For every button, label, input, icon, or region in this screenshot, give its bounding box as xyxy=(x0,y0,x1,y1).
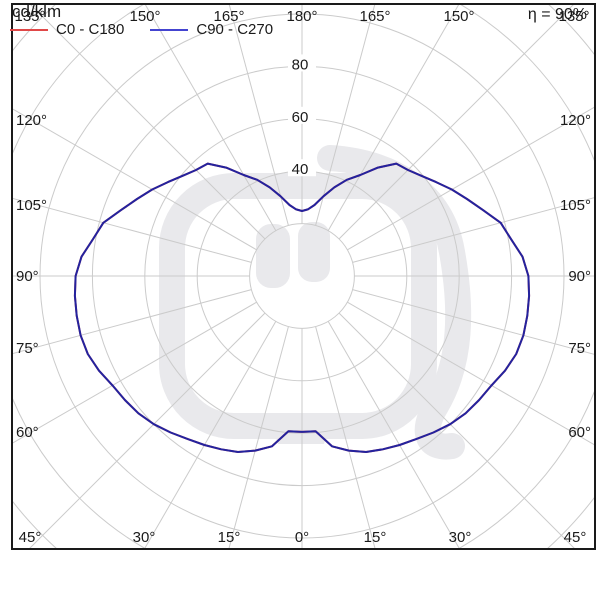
efficiency-label: η = 90% xyxy=(527,6,587,23)
angle-label-135: 135° xyxy=(558,8,589,25)
radial-tick-80: 80 xyxy=(292,56,309,73)
ray-75 xyxy=(352,289,594,355)
ray-345 xyxy=(228,326,289,548)
angle-label-135: 135° xyxy=(14,8,45,25)
ray-285 xyxy=(13,289,252,354)
angle-label-150: 150° xyxy=(443,8,474,25)
angle-label-15: 15° xyxy=(218,529,241,546)
ray-240 xyxy=(13,108,257,251)
angle-label-165: 165° xyxy=(213,8,244,25)
angle-label-30: 30° xyxy=(133,529,156,546)
legend-swatch-0 xyxy=(10,28,48,31)
angle-label-120: 120° xyxy=(560,112,591,129)
angle-label-45: 45° xyxy=(564,529,587,546)
angle-label-75: 75° xyxy=(16,340,39,357)
ray-315 xyxy=(29,312,266,548)
ray-255 xyxy=(13,198,252,263)
ray-135 xyxy=(338,5,574,240)
ray-225 xyxy=(30,5,266,240)
tick-bg-40 xyxy=(288,159,316,177)
legend-row: C0 - C180 C90 - C270 xyxy=(10,21,299,38)
angle-label-105: 105° xyxy=(16,197,47,214)
angle-label-150: 150° xyxy=(129,8,160,25)
angle-label-60: 60° xyxy=(568,424,591,441)
angle-label-0: 0° xyxy=(295,529,309,546)
angle-label-90: 90° xyxy=(16,268,39,285)
angle-label-180: 180° xyxy=(286,8,317,25)
radial-tick-40: 40 xyxy=(292,161,309,178)
angle-label-90: 90° xyxy=(568,268,591,285)
angle-label-15: 15° xyxy=(364,529,387,546)
tick-bg-60 xyxy=(288,106,316,124)
ray-330 xyxy=(144,321,277,548)
curve-C90-C270 xyxy=(73,162,531,453)
ray-45 xyxy=(338,312,575,548)
ray-120 xyxy=(347,106,594,251)
legend-label-1: C90 - C270 xyxy=(196,21,274,38)
angle-label-30: 30° xyxy=(449,529,472,546)
angle-label-60: 60° xyxy=(16,424,39,441)
ray-105 xyxy=(352,197,594,263)
axis-labels: 40 60 80 135° 135° 150° 150° 165° 165° 180° 120° 12… xyxy=(14,8,591,546)
angle-label-165: 165° xyxy=(359,8,390,25)
ray-195 xyxy=(228,5,289,226)
legend-entry-C90-C270: C90 - C270 xyxy=(150,21,273,38)
radial-tick-60: 60 xyxy=(292,109,309,126)
ray-15 xyxy=(315,326,376,548)
ray-300 xyxy=(13,301,257,444)
units-label: cd/klm xyxy=(12,2,62,21)
legend-label-0: C0 - C180 xyxy=(56,21,125,38)
ray-60 xyxy=(347,301,594,446)
angle-label-120: 120° xyxy=(16,112,47,129)
curves xyxy=(73,162,531,453)
angle-label-45: 45° xyxy=(19,529,42,546)
ray-30 xyxy=(327,321,460,548)
angle-label-105: 105° xyxy=(560,197,591,214)
legend-swatch-1 xyxy=(150,28,189,31)
tick-bg-80 xyxy=(288,54,316,72)
angle-label-75: 75° xyxy=(568,340,591,357)
ray-165 xyxy=(315,5,376,226)
legend-entry-C0-C180: C0 - C180 xyxy=(10,21,124,38)
